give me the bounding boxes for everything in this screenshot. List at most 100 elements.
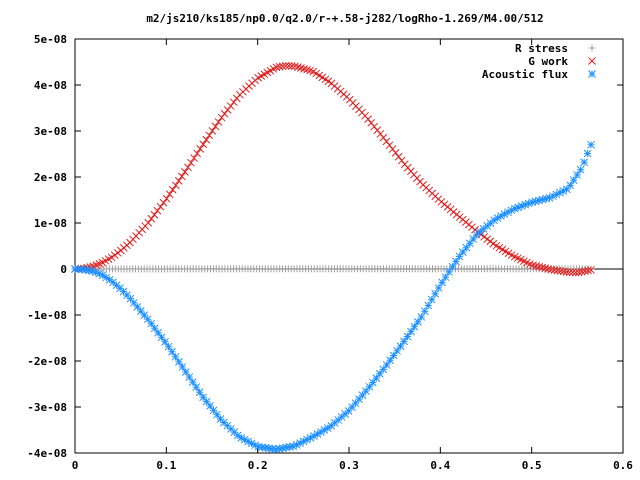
data-point: [214, 118, 223, 126]
data-point: [462, 243, 471, 252]
data-point: [420, 307, 429, 316]
data-point: [445, 268, 453, 276]
legend-marker: [588, 44, 596, 52]
data-point: [459, 248, 467, 256]
x-tick-label: 0.2: [248, 459, 268, 472]
data-point: [391, 149, 400, 157]
data-point: [556, 267, 565, 275]
y-tick-label: 3e-08: [34, 125, 67, 138]
data-point: [375, 369, 384, 378]
data-point: [583, 149, 592, 158]
x-tick-label: 0.4: [430, 459, 450, 472]
data-point: [407, 327, 415, 336]
y-tick-label: 4e-08: [34, 79, 67, 92]
legend-label: G work: [528, 55, 568, 68]
data-point: [199, 393, 207, 402]
data-point: [469, 235, 478, 243]
data-point: [587, 140, 595, 149]
data-point: [175, 358, 183, 366]
data-point: [541, 264, 550, 273]
data-point: [562, 185, 571, 194]
data-point: [297, 64, 305, 72]
data-point: [196, 144, 205, 153]
series-2: [71, 140, 595, 454]
data-point: [113, 248, 122, 257]
data-point: [365, 383, 374, 391]
data-point: [565, 268, 574, 277]
data-point: [150, 324, 159, 333]
data-point: [275, 62, 284, 71]
data-point: [181, 168, 189, 176]
series-layer: [71, 61, 595, 454]
data-point: [385, 141, 394, 150]
data-point: [569, 176, 578, 185]
data-point: [538, 263, 547, 272]
data-point: [400, 337, 408, 346]
data-point: [208, 127, 217, 135]
data-point: [187, 158, 195, 167]
data-point: [133, 303, 142, 311]
data-point: [465, 239, 474, 248]
data-point: [562, 268, 571, 276]
data-point: [157, 333, 166, 342]
x-tick-label: 0.5: [522, 459, 542, 472]
x-tick-label: 0.1: [156, 459, 176, 472]
data-point: [188, 378, 197, 386]
chart-title: m2/js210/ks185/np0.0/q2.0/r-+.58-j282/lo…: [146, 12, 543, 25]
data-point: [281, 61, 290, 70]
data-point: [168, 347, 176, 356]
data-point: [181, 368, 190, 376]
data-point: [576, 165, 585, 174]
series-1: [71, 61, 595, 277]
data-point: [220, 109, 229, 118]
data-point: [403, 332, 412, 341]
data-point: [566, 181, 575, 190]
data-point: [294, 63, 302, 72]
data-point: [396, 342, 405, 350]
data-point: [300, 65, 308, 73]
data-point: [568, 268, 577, 277]
data-point: [195, 388, 204, 397]
data-point: [386, 356, 395, 365]
data-point: [162, 194, 171, 203]
data-point: [164, 342, 173, 351]
data-point: [193, 149, 201, 158]
data-point: [174, 176, 183, 185]
data-point: [178, 172, 186, 181]
data-point: [573, 171, 582, 179]
data-point: [202, 397, 211, 406]
y-tick-label: 0: [60, 263, 67, 276]
data-point: [223, 106, 232, 114]
data-point: [550, 266, 559, 274]
data-point: [578, 267, 586, 276]
data-point: [417, 313, 426, 321]
data-point: [178, 363, 187, 371]
data-point: [441, 273, 450, 282]
data-point: [211, 122, 220, 131]
data-point: [388, 145, 397, 153]
data-point: [171, 181, 180, 190]
data-point: [143, 315, 152, 324]
data-point: [213, 410, 221, 419]
data-point: [156, 202, 165, 211]
data-point: [580, 158, 588, 167]
data-point: [547, 265, 556, 274]
y-tick-label: 1e-08: [34, 217, 67, 230]
data-point: [544, 265, 553, 273]
y-tick-label: -1e-08: [27, 309, 67, 322]
data-point: [190, 154, 198, 162]
data-point: [394, 152, 403, 161]
data-point: [587, 265, 595, 273]
data-point: [171, 352, 180, 361]
data-point: [229, 98, 238, 107]
data-point: [185, 373, 194, 381]
data-point: [393, 346, 401, 355]
y-tick-label: 5e-08: [34, 33, 67, 46]
data-point: [272, 63, 281, 72]
data-point: [147, 319, 156, 328]
data-point: [303, 65, 311, 74]
data-point: [284, 62, 293, 70]
data-point: [389, 351, 398, 360]
